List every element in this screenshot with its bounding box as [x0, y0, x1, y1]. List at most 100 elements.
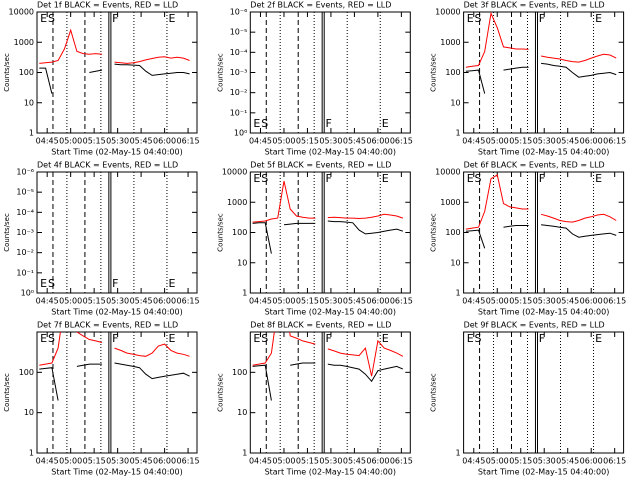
- x-tick-label: 05:00: [272, 137, 295, 146]
- y-tick-label: 1: [29, 449, 34, 458]
- x-tick-label: 05:15: [83, 457, 106, 466]
- y-tick-label: 100: [19, 368, 34, 377]
- x-tick-label: 05:30: [533, 457, 556, 466]
- y-tick-label: 10⁻²: [230, 88, 248, 97]
- chart-title: Det 5f BLACK = Events, RED = LLD: [250, 161, 391, 170]
- x-tick-label: 05:00: [59, 137, 82, 146]
- x-tick-label: 06:00: [580, 457, 603, 466]
- y-tick-label: 100: [19, 68, 34, 77]
- x-axis-label: Start Time (02-May-15 04:40:00): [478, 308, 609, 317]
- event-label: S: [48, 12, 55, 25]
- x-tick-label: 05:00: [272, 297, 295, 306]
- x-axis-label: Start Time (02-May-15 04:40:00): [265, 468, 396, 477]
- x-tick-label: 06:00: [153, 297, 176, 306]
- x-tick-label: 06:15: [603, 297, 626, 306]
- x-tick-label: 06:15: [390, 297, 413, 306]
- x-tick-label: 05:00: [272, 457, 295, 466]
- plot-frame: [36, 171, 198, 294]
- chart-title: Det 8f BLACK = Events, RED = LLD: [250, 321, 391, 330]
- panel: Det 8f BLACK = Events, RED = LLD Counts/s…: [216, 321, 413, 477]
- series-line: [252, 362, 404, 401]
- y-tick-label: 10⁻¹: [16, 268, 34, 277]
- x-tick-label: 06:00: [153, 137, 176, 146]
- x-tick-label: 05:30: [319, 297, 342, 306]
- chart-title: Det 4f BLACK = Events, RED = LLD: [37, 161, 178, 170]
- x-tick-label: 05:30: [106, 297, 129, 306]
- y-tick-label: 10⁰: [21, 289, 34, 298]
- event-label: E: [253, 117, 260, 130]
- y-tick-label: 1: [456, 129, 461, 138]
- x-tick-label: 06:15: [177, 457, 200, 466]
- event-label: E: [40, 12, 47, 25]
- y-tick-label: 10000: [435, 168, 460, 177]
- x-tick-label: 05:45: [556, 137, 579, 146]
- event-label: E: [253, 332, 260, 345]
- panel: Det 2f BLACK = Events, RED = LLD Counts/s…: [216, 1, 413, 157]
- y-tick-label: 10: [237, 258, 247, 267]
- x-tick-label: 06:15: [177, 137, 200, 146]
- y-tick-label: 10⁻⁶: [230, 8, 248, 17]
- y-tick-label: 10⁻⁴: [16, 208, 34, 217]
- plot-frame: [249, 171, 411, 294]
- x-tick-label: 05:15: [296, 137, 319, 146]
- y-tick-label: 10⁻⁴: [230, 48, 248, 57]
- panel: Det 6f BLACK = Events, RED = LLD Counts/s…: [430, 161, 627, 317]
- series-line: [465, 62, 617, 94]
- x-tick-label: 05:45: [130, 137, 153, 146]
- y-tick-label: 1: [242, 449, 247, 458]
- y-tick-label: 10⁻⁵: [16, 188, 34, 197]
- panel: Det 9f BLACK = Events, RED = LLD Counts/s…: [430, 321, 627, 477]
- event-label: F: [325, 332, 331, 345]
- event-label: E: [382, 117, 389, 130]
- x-tick-label: 05:45: [130, 457, 153, 466]
- x-tick-label: 04:45: [462, 297, 485, 306]
- x-tick-label: 06:00: [366, 297, 389, 306]
- y-axis-label: Counts/sec: [216, 373, 224, 412]
- x-tick-label: 05:00: [486, 137, 509, 146]
- y-tick-label: 10⁻¹: [230, 108, 248, 117]
- x-tick-label: 05:45: [556, 457, 579, 466]
- event-label: E: [595, 332, 602, 345]
- x-tick-label: 05:45: [343, 297, 366, 306]
- x-tick-label: 05:30: [106, 137, 129, 146]
- chart-title: Det 7f BLACK = Events, RED = LLD: [37, 321, 178, 330]
- y-axis-label: Counts/sec: [430, 213, 438, 252]
- y-tick-label: 10: [237, 408, 247, 417]
- x-tick-label: 05:00: [486, 297, 509, 306]
- x-tick-label: 05:30: [533, 137, 556, 146]
- x-tick-label: 05:15: [83, 297, 106, 306]
- y-tick-label: 100: [445, 228, 460, 237]
- x-axis-label: Start Time (02-May-15 04:40:00): [478, 148, 609, 157]
- series-line: [252, 220, 404, 254]
- plot-frame: [249, 331, 411, 454]
- event-label: S: [475, 172, 482, 185]
- y-tick-label: 1000: [14, 38, 34, 47]
- event-label: F: [325, 172, 331, 185]
- y-tick-label: 10000: [435, 8, 460, 17]
- chart-title: Det 1f BLACK = Events, RED = LLD: [37, 1, 178, 10]
- x-tick-label: 05:15: [296, 457, 319, 466]
- y-tick-label: 10⁻³: [16, 228, 34, 237]
- x-tick-label: 05:30: [319, 137, 342, 146]
- x-tick-label: 05:00: [59, 297, 82, 306]
- y-tick-label: 10⁻⁵: [230, 28, 248, 37]
- y-tick-label: 10000: [222, 168, 247, 177]
- x-tick-label: 04:45: [249, 137, 272, 146]
- y-tick-label: 1000: [440, 198, 460, 207]
- event-label: E: [595, 12, 602, 25]
- x-tick-label: 06:15: [603, 137, 626, 146]
- y-axis-label: Counts/sec: [3, 373, 11, 412]
- y-tick-label: 10: [450, 258, 460, 267]
- x-tick-label: 06:00: [580, 297, 603, 306]
- x-tick-label: 04:45: [249, 297, 272, 306]
- series-line: [465, 12, 617, 68]
- y-axis-label: Counts/sec: [430, 373, 438, 412]
- event-label: E: [169, 12, 176, 25]
- x-tick-label: 05:15: [509, 137, 532, 146]
- y-tick-label: 100: [232, 228, 247, 237]
- y-tick-label: 10: [450, 98, 460, 107]
- x-tick-label: 05:15: [509, 297, 532, 306]
- event-label: E: [40, 332, 47, 345]
- x-axis-label: Start Time (02-May-15 04:40:00): [265, 148, 396, 157]
